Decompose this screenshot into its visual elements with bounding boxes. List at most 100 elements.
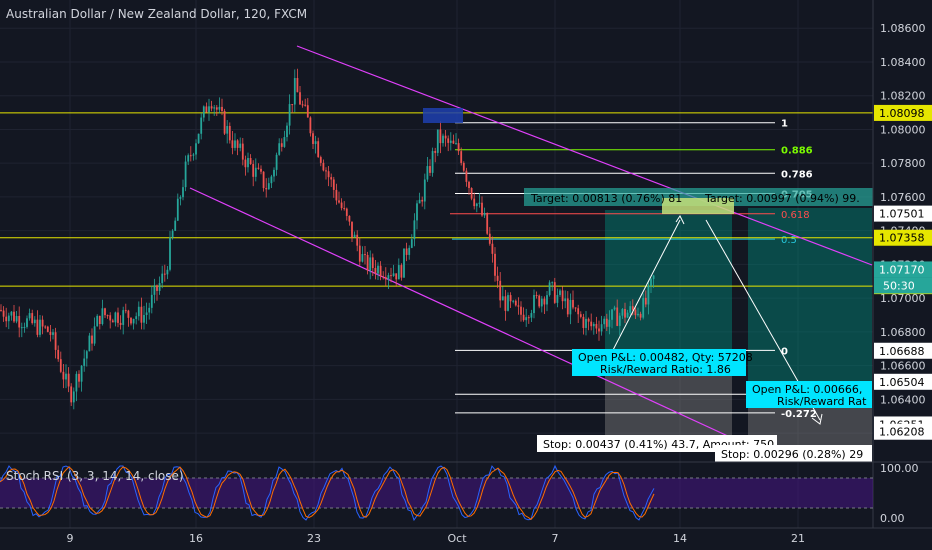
channel-lower-line[interactable] <box>189 187 731 438</box>
candle-body <box>340 202 343 209</box>
candle-body <box>488 233 491 244</box>
candle-body <box>249 158 252 165</box>
candle-body <box>80 365 83 382</box>
candle-body <box>72 391 75 403</box>
candle-body <box>5 316 8 322</box>
time-tick-label: 9 <box>67 532 74 545</box>
candle-body <box>75 373 78 392</box>
stop-zone-1 <box>605 363 732 443</box>
target-labels: Target: 0.00813 (0.76%) 81 Target: 0.009… <box>524 188 874 214</box>
candle-body <box>280 143 283 147</box>
candle-body <box>202 106 205 118</box>
price-tag <box>874 261 932 278</box>
candle-body <box>408 247 411 255</box>
price-tag <box>874 373 932 390</box>
candle-body <box>49 331 52 335</box>
candle-body <box>392 273 395 276</box>
target-zone-highlight <box>662 198 734 214</box>
candle-body <box>143 315 145 323</box>
candle-body <box>85 351 88 359</box>
candle-body <box>595 323 598 329</box>
target-label-1: Target: 0.00813 (0.76%) 81 <box>530 192 682 205</box>
fib-level-label: -0.272 <box>781 409 817 420</box>
candle-body <box>421 199 424 202</box>
time-tick-label: 23 <box>307 532 321 545</box>
stoch-rsi-panel[interactable]: Stoch RSI (3, 3, 14, 14, close) 100.00 0… <box>0 461 932 525</box>
candle-body <box>252 164 255 177</box>
candle-body <box>548 282 551 296</box>
candle-body <box>613 307 616 310</box>
candle-body <box>314 141 317 144</box>
price-tag <box>874 342 932 359</box>
candle-body <box>327 171 330 178</box>
candle-body <box>626 312 629 318</box>
candle-body <box>83 358 86 366</box>
candle-body <box>585 318 587 328</box>
candle-body <box>309 117 312 134</box>
candle-body <box>288 104 291 126</box>
candle-body <box>179 197 182 199</box>
candle-body <box>509 295 512 302</box>
price-tick-label: 1.06800 <box>880 326 926 339</box>
candle-body <box>46 326 49 332</box>
candle-body <box>608 319 611 327</box>
candle-body <box>338 200 340 203</box>
candle-body <box>345 208 348 216</box>
candle-body <box>15 315 18 322</box>
pnl-2-line-1: Open P&L: 0.00666, <box>752 383 862 396</box>
candle-body <box>468 181 470 189</box>
candle-body <box>169 237 171 270</box>
candle-body <box>247 158 249 168</box>
candle-body <box>122 310 125 325</box>
channel-upper-line[interactable] <box>296 45 873 266</box>
descending-channel[interactable] <box>189 45 873 438</box>
candle-body <box>182 187 184 198</box>
highlight-box[interactable] <box>423 108 463 123</box>
candle-body <box>65 373 67 380</box>
price-tag-text: 1.06208 <box>879 426 925 439</box>
fib-level-label: 0.886 <box>781 146 813 157</box>
candle-body <box>231 140 234 148</box>
candle-body <box>54 332 57 350</box>
price-tag-text: 1.07501 <box>879 208 925 221</box>
candle-body <box>319 157 322 163</box>
candle-body <box>132 318 135 324</box>
candle-body <box>26 318 28 327</box>
candle-body <box>140 306 143 323</box>
candle-body <box>322 162 325 171</box>
profit-zone-2 <box>748 208 872 383</box>
candle-body <box>647 285 650 305</box>
candle-body <box>156 285 158 291</box>
time-tick-label: 14 <box>673 532 687 545</box>
candle-body <box>395 273 398 280</box>
candle-body <box>59 359 62 372</box>
candle-body <box>7 315 10 322</box>
candle-body <box>592 323 595 327</box>
candle-body <box>478 202 481 204</box>
candle-body <box>20 327 23 329</box>
candle-body <box>351 221 353 238</box>
candle-body <box>364 254 366 256</box>
candle-body <box>301 104 304 106</box>
candle-body <box>621 309 624 316</box>
candle-body <box>530 313 533 318</box>
candle-body <box>624 309 626 318</box>
candle-body <box>418 199 421 204</box>
candle-body <box>200 117 203 134</box>
candle-body <box>366 254 369 271</box>
candle-body <box>293 78 296 105</box>
candle-body <box>91 335 93 344</box>
candle-body <box>579 314 582 317</box>
stop-label-2: Stop: 0.00296 (0.28%) 29 <box>721 448 863 461</box>
candle-body <box>426 166 429 180</box>
candle-body <box>436 129 439 153</box>
pnl-1-line-1: Open P&L: 0.00482, Qty: 57208 <box>578 351 753 364</box>
candle-body <box>598 328 600 332</box>
countdown-text: 50:30 <box>883 279 915 292</box>
candle-body <box>171 230 174 238</box>
time-axis[interactable]: 9 16 23 Oct 7 14 21 <box>0 527 932 545</box>
candle-body <box>223 110 226 134</box>
candle-body <box>405 248 408 255</box>
candle-body <box>444 135 447 139</box>
